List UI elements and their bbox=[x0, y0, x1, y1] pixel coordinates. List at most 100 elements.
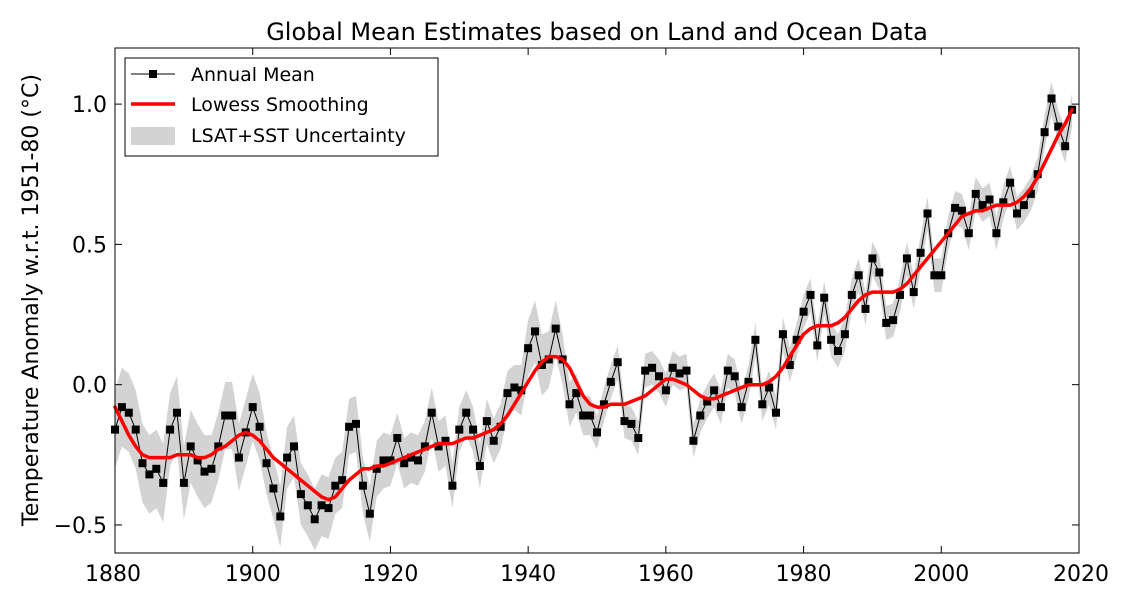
plot-frame bbox=[114, 47, 1080, 554]
annual-mean-point bbox=[937, 271, 946, 280]
x-tick-label: 1900 bbox=[225, 562, 281, 587]
annual-mean-point bbox=[586, 411, 595, 420]
annual-mean-point bbox=[262, 459, 271, 468]
annual-mean-point bbox=[296, 490, 305, 499]
annual-mean-point bbox=[1054, 122, 1063, 131]
annual-mean-point bbox=[916, 248, 925, 257]
annual-mean-point bbox=[331, 481, 340, 490]
annual-mean-point bbox=[496, 422, 505, 431]
annual-mean-point bbox=[620, 417, 629, 426]
x-tick-label: 1920 bbox=[362, 562, 418, 587]
annual-mean-point bbox=[751, 335, 760, 344]
annual-mean-point bbox=[358, 481, 367, 490]
annual-mean-point bbox=[131, 425, 140, 434]
annual-mean-point bbox=[365, 509, 374, 518]
annual-mean-point bbox=[117, 403, 126, 412]
annual-mean-point bbox=[455, 425, 464, 434]
annual-mean-point bbox=[234, 453, 243, 462]
annual-mean-point bbox=[166, 425, 175, 434]
annual-mean-point bbox=[393, 434, 402, 442]
annual-mean-point bbox=[689, 436, 698, 445]
annual-mean-point bbox=[489, 436, 498, 445]
annual-mean-point bbox=[138, 459, 147, 468]
annual-mean-point bbox=[599, 400, 608, 409]
annual-mean-point bbox=[269, 484, 278, 493]
annual-mean-point bbox=[723, 366, 732, 375]
lowess-smoothing-layer bbox=[113, 107, 1074, 502]
annual-mean-point bbox=[338, 476, 347, 485]
annual-mean-point bbox=[606, 377, 615, 386]
annual-mean-point bbox=[276, 512, 285, 521]
annual-mean-point bbox=[1006, 178, 1015, 187]
y-tick-label: 0.0 bbox=[72, 374, 107, 399]
annual-mean-point bbox=[441, 436, 450, 445]
annual-mean-point bbox=[448, 481, 457, 490]
annual-mean-point bbox=[193, 456, 202, 465]
x-tick-label: 1940 bbox=[500, 562, 556, 587]
annual-mean-point bbox=[758, 400, 767, 409]
annual-mean-point bbox=[820, 293, 829, 302]
annual-mean-point bbox=[648, 363, 657, 372]
annual-mean-point bbox=[124, 408, 133, 417]
annual-mean-point bbox=[186, 442, 195, 451]
annual-mean-point bbox=[847, 290, 856, 299]
annual-mean-point bbox=[572, 389, 581, 398]
lowess-smoothing-line bbox=[113, 107, 1074, 502]
annual-mean-point bbox=[655, 372, 663, 381]
annual-mean-point bbox=[682, 366, 691, 375]
annual-mean-point bbox=[806, 290, 815, 299]
annual-mean-point bbox=[1040, 128, 1049, 137]
annual-mean-point bbox=[469, 425, 478, 434]
annual-mean-point bbox=[875, 268, 884, 277]
annual-mean-point bbox=[971, 189, 980, 198]
annual-mean-point bbox=[710, 386, 719, 395]
y-axis-label: Temperature Anomaly w.r.t. 1951-80 (°C) bbox=[19, 74, 44, 527]
annual-mean-point bbox=[593, 428, 601, 437]
annual-mean-point bbox=[627, 419, 636, 428]
annual-mean-point bbox=[345, 422, 354, 431]
annual-mean-point bbox=[283, 453, 292, 462]
annual-mean-line bbox=[114, 98, 1073, 521]
annual-mean-point bbox=[537, 361, 546, 369]
x-tick-label: 2000 bbox=[913, 562, 969, 587]
annual-mean-point bbox=[173, 408, 181, 417]
annual-mean-point bbox=[964, 229, 973, 238]
annual-mean-point bbox=[1047, 94, 1056, 103]
legend-uncertainty-swatch bbox=[131, 127, 175, 145]
annual-mean-point bbox=[179, 478, 188, 487]
y-tick-label: −0.5 bbox=[54, 514, 107, 539]
annual-mean-point bbox=[634, 434, 643, 442]
x-tick-label: 1980 bbox=[776, 562, 832, 587]
annual-mean-point bbox=[785, 361, 794, 369]
annual-mean-point bbox=[909, 288, 918, 297]
annual-mean-point bbox=[317, 501, 326, 510]
annual-mean-point bbox=[951, 203, 960, 212]
annual-mean-point bbox=[765, 383, 774, 392]
annual-mean-point bbox=[834, 347, 842, 355]
legend-uncertainty-label: LSAT+SST Uncertainty bbox=[191, 125, 406, 147]
annual-mean-point bbox=[985, 195, 994, 204]
annual-mean-point bbox=[475, 462, 484, 470]
annual-mean-point bbox=[896, 290, 904, 299]
annual-mean-point bbox=[255, 422, 264, 431]
legend-annual-label: Annual Mean bbox=[191, 64, 315, 86]
annual-mean-point bbox=[324, 504, 333, 513]
annual-mean-point bbox=[1013, 209, 1021, 218]
annual-mean-point bbox=[510, 383, 519, 392]
annual-mean-point bbox=[1026, 189, 1035, 198]
annual-mean-point bbox=[207, 464, 216, 473]
annual-mean-point bbox=[613, 358, 622, 367]
annual-mean-point bbox=[228, 411, 237, 420]
annual-mean-point bbox=[400, 459, 409, 468]
annual-mean-point bbox=[737, 403, 746, 412]
legend-annual-marker bbox=[149, 70, 157, 78]
annual-mean-point bbox=[200, 467, 209, 476]
annual-mean-point bbox=[772, 408, 780, 417]
annual-mean-point bbox=[462, 408, 471, 417]
legend-frame bbox=[124, 57, 439, 157]
annual-mean-point bbox=[641, 366, 650, 375]
legend-smoothing-label: Lowess Smoothing bbox=[191, 94, 369, 116]
uncertainty-band-layer bbox=[115, 81, 1073, 551]
